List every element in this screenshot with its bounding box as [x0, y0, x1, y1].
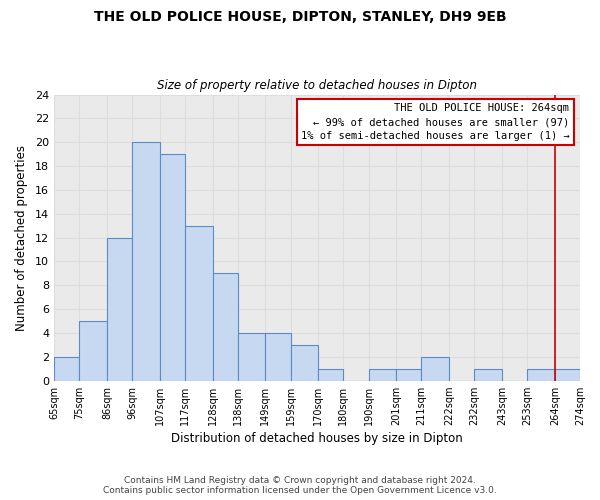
Bar [212, 274, 238, 380]
Bar [54, 357, 79, 380]
X-axis label: Distribution of detached houses by size in Dipton: Distribution of detached houses by size … [171, 432, 463, 445]
Bar [107, 238, 132, 380]
Bar [555, 369, 580, 380]
Bar [185, 226, 212, 380]
Text: THE OLD POLICE HOUSE, DIPTON, STANLEY, DH9 9EB: THE OLD POLICE HOUSE, DIPTON, STANLEY, D… [94, 10, 506, 24]
Bar [79, 321, 107, 380]
Bar [475, 369, 502, 380]
Bar [290, 345, 318, 380]
Text: Contains HM Land Registry data © Crown copyright and database right 2024.
Contai: Contains HM Land Registry data © Crown c… [103, 476, 497, 495]
Bar [238, 333, 265, 380]
Y-axis label: Number of detached properties: Number of detached properties [15, 144, 28, 330]
Bar [396, 369, 421, 380]
Bar [160, 154, 185, 380]
Title: Size of property relative to detached houses in Dipton: Size of property relative to detached ho… [157, 79, 477, 92]
Bar [368, 369, 396, 380]
Bar [421, 357, 449, 380]
Bar [318, 369, 343, 380]
Bar [527, 369, 555, 380]
Text: THE OLD POLICE HOUSE: 264sqm
← 99% of detached houses are smaller (97)
1% of sem: THE OLD POLICE HOUSE: 264sqm ← 99% of de… [301, 103, 569, 141]
Bar [265, 333, 290, 380]
Bar [132, 142, 160, 380]
